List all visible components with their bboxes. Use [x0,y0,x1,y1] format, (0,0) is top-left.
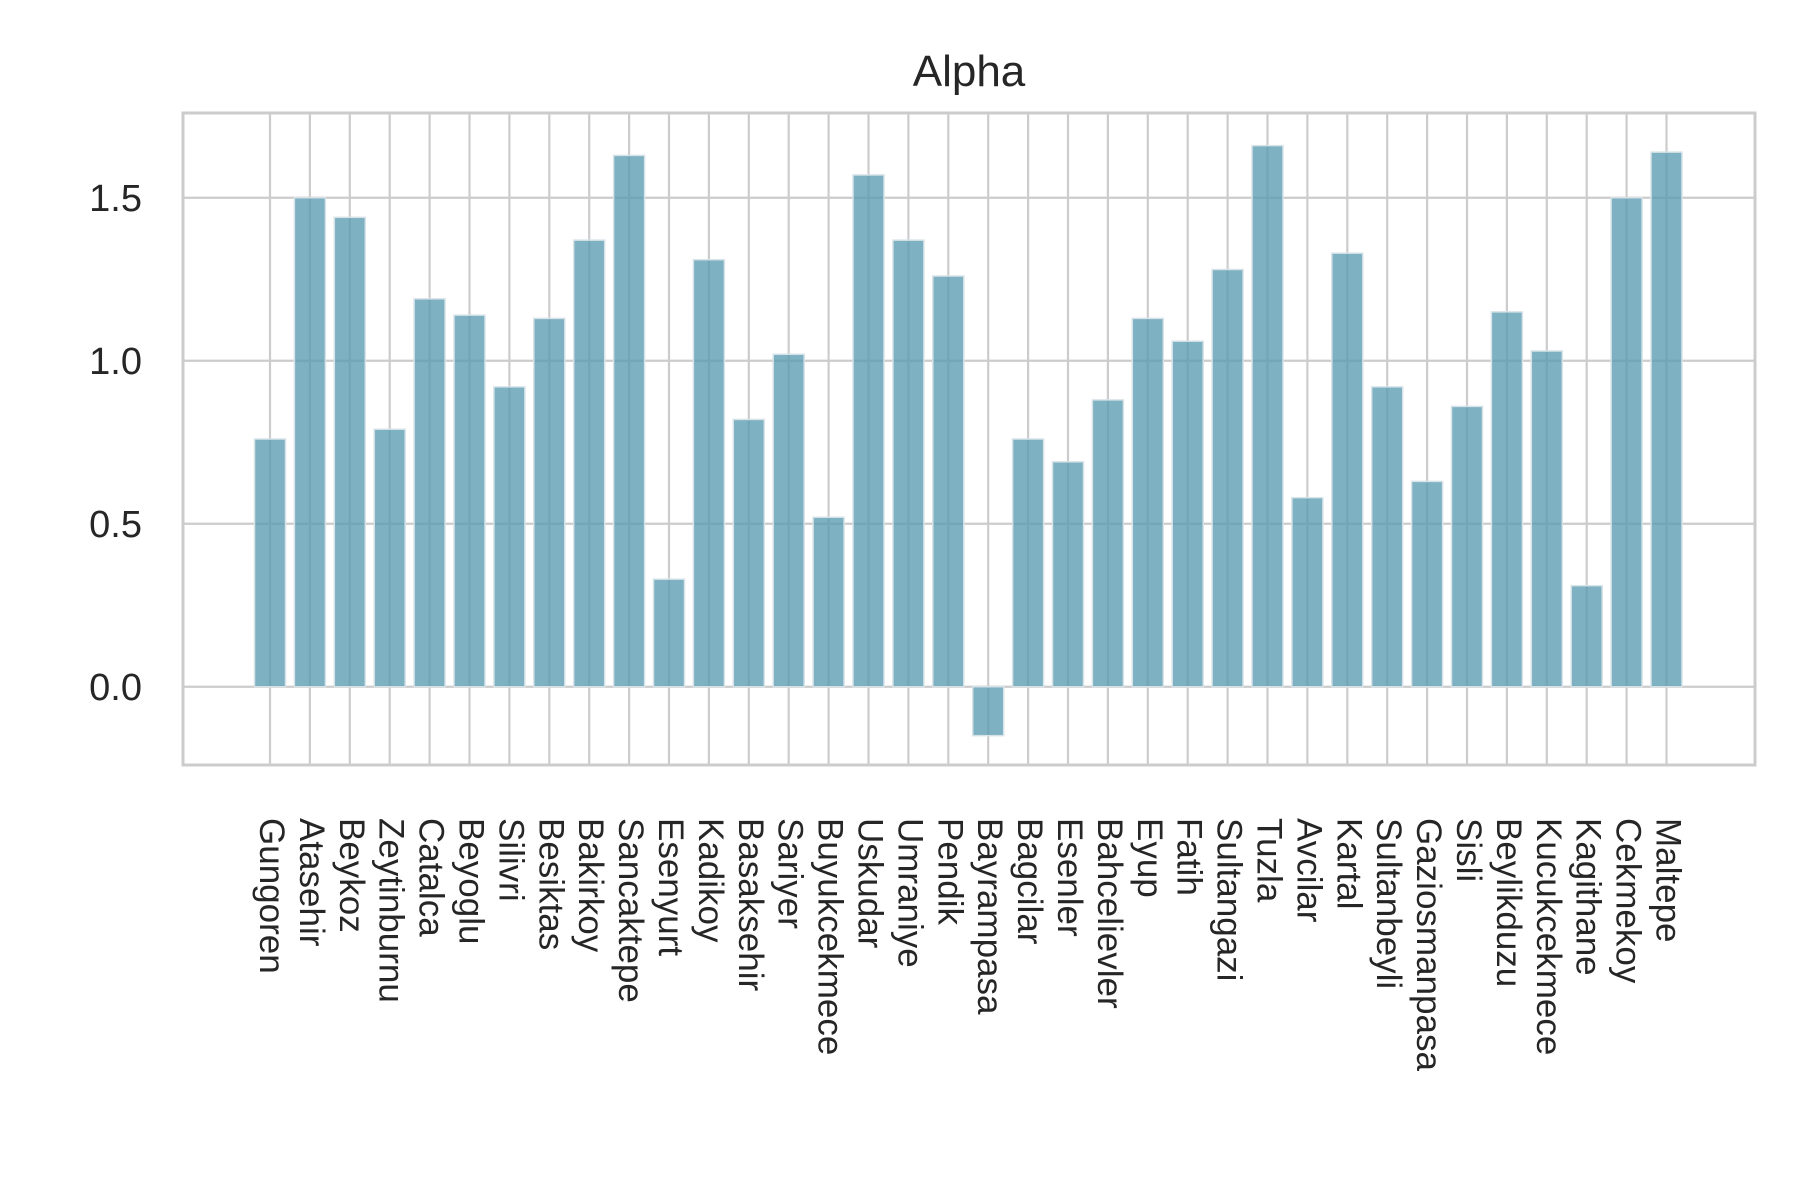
bars [253,144,1683,737]
x-tick-label: Beykoz [332,818,371,933]
x-tick-label: Avcilar [1289,818,1328,923]
bar [1091,399,1125,688]
bar [652,578,686,688]
bar [772,353,805,688]
x-tick-label: Buyukcekmece [811,818,850,1055]
bar [373,428,406,688]
x-tick-label: Sancaktepe [611,818,650,1003]
bar [253,438,287,688]
bar [1171,340,1204,688]
y-axis-ticks: 0.0 0.5 1.0 1.5 [89,178,142,709]
y-tick-label: 1.5 [89,178,142,220]
bar [692,258,726,688]
bar [932,275,965,688]
bar [413,298,446,688]
bar [1490,311,1524,688]
bar [1291,496,1324,688]
x-tick-label: Kucukcekmece [1529,818,1568,1055]
bar [1530,350,1564,688]
x-tick-label: Bayrampasa [970,818,1009,1015]
bar [493,386,526,688]
bar [1051,461,1085,688]
bar [572,239,606,688]
x-tick-label: Bahcelievler [1090,818,1129,1009]
x-tick-label: Eyup [1130,818,1169,898]
bar [812,516,845,688]
x-tick-label: Bakirkoy [571,818,610,953]
x-tick-label: Esenler [1050,818,1089,937]
x-tick-label: Kadikoy [691,818,730,943]
bar [892,239,925,688]
y-tick-label: 0.0 [89,667,142,709]
bar [971,686,1005,737]
bar [1370,386,1404,688]
bar [333,216,367,688]
x-tick-label: Basaksehir [731,818,770,991]
x-tick-label: Pendik [930,818,969,926]
x-tick-label: Cekmekoy [1609,818,1648,984]
x-tick-label: Atasehir [292,818,331,947]
x-tick-label: Sultanbeyli [1369,818,1408,989]
x-tick-label: Besiktas [531,818,570,950]
bar [732,418,766,688]
chart-title: Alpha [913,47,1026,96]
bar [1610,197,1643,688]
x-tick-label: Fatih [1170,818,1209,896]
bar [1650,151,1683,688]
x-tick-label: Sultangazi [1210,818,1249,981]
x-tick-label: Umraniye [890,818,929,968]
x-tick-label: Catalca [412,818,451,937]
x-tick-label: Bagcilar [1010,818,1049,945]
x-tick-label: Kagithane [1569,818,1608,976]
bar [533,317,566,688]
plot-frame [181,111,1757,767]
x-tick-label: Gaziosmanpasa [1409,818,1448,1071]
x-tick-label: Silivri [491,818,530,902]
x-tick-label: Beylikduzu [1489,818,1528,987]
x-tick-label: Esenyurt [651,818,690,956]
bar [1450,405,1484,688]
x-tick-label: Tuzla [1250,818,1289,903]
x-tick-label: Gungoren [252,818,291,974]
y-tick-label: 0.5 [89,504,142,546]
bar [1131,317,1165,688]
bar [612,154,646,688]
x-tick-label: Maltepe [1649,818,1688,943]
bar [1410,480,1444,688]
x-tick-label: Sisli [1449,818,1488,882]
bar [1011,438,1045,688]
bar [1331,252,1364,688]
x-tick-label: Beyoglu [452,818,491,944]
bar [453,314,486,688]
x-tick-label: Uskudar [851,818,890,949]
bar [1251,144,1284,688]
bar [293,197,327,688]
x-tick-label: Kartal [1329,818,1368,909]
bar [852,174,885,688]
x-tick-label: Zeytinburnu [372,818,411,1003]
bar [1211,268,1244,688]
x-axis-ticks: Gungoren Atasehir Beykoz Zeytinburnu Catalca… [252,818,1688,1071]
y-tick-label: 1.0 [89,341,142,383]
x-tick-label: Sariyer [771,818,810,929]
bar [1570,584,1603,688]
